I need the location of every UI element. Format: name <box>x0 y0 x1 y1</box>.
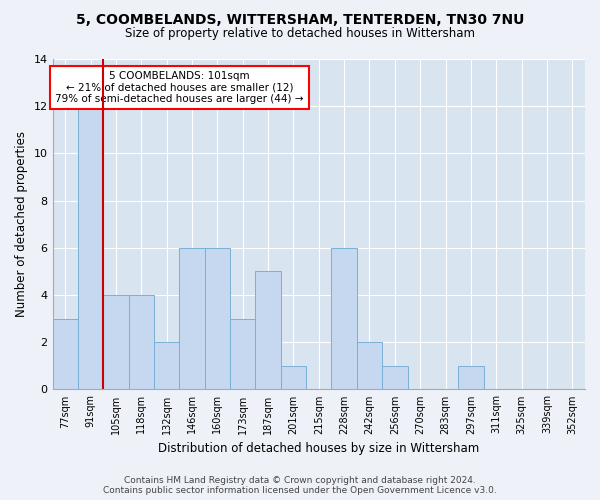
Bar <box>382 366 407 390</box>
Bar <box>458 366 484 390</box>
Bar <box>230 318 256 390</box>
Bar <box>281 366 306 390</box>
Text: 5, COOMBELANDS, WITTERSHAM, TENTERDEN, TN30 7NU: 5, COOMBELANDS, WITTERSHAM, TENTERDEN, T… <box>76 12 524 26</box>
X-axis label: Distribution of detached houses by size in Wittersham: Distribution of detached houses by size … <box>158 442 479 455</box>
Bar <box>331 248 357 390</box>
Bar <box>357 342 382 390</box>
Bar <box>205 248 230 390</box>
Text: 5 COOMBELANDS: 101sqm
← 21% of detached houses are smaller (12)
79% of semi-deta: 5 COOMBELANDS: 101sqm ← 21% of detached … <box>55 71 304 104</box>
Text: Contains HM Land Registry data © Crown copyright and database right 2024.
Contai: Contains HM Land Registry data © Crown c… <box>103 476 497 495</box>
Bar <box>256 272 281 390</box>
Text: Size of property relative to detached houses in Wittersham: Size of property relative to detached ho… <box>125 28 475 40</box>
Bar <box>179 248 205 390</box>
Bar <box>53 318 78 390</box>
Bar <box>128 295 154 390</box>
Bar <box>154 342 179 390</box>
Bar <box>78 106 103 390</box>
Bar <box>103 295 128 390</box>
Y-axis label: Number of detached properties: Number of detached properties <box>15 131 28 317</box>
